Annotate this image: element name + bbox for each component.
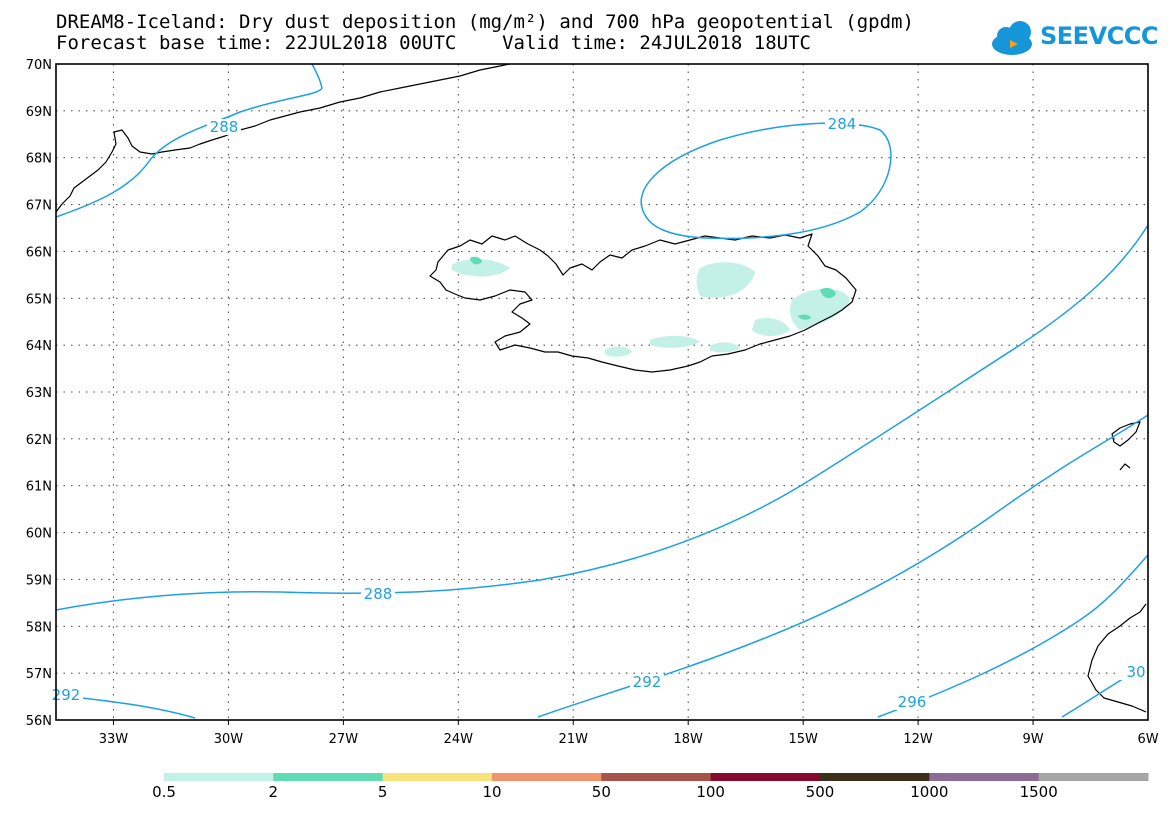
colorbar-label: 50 (591, 783, 611, 801)
lat-label: 59N (26, 573, 52, 588)
dust-deposition-shading (452, 256, 850, 357)
lat-label: 60N (26, 527, 52, 542)
contour-label: 284 (828, 115, 857, 133)
colorbar-swatch (164, 773, 274, 781)
iceland-coastline (429, 233, 857, 373)
cloud-icon (992, 21, 1032, 55)
logo-text: SEEVCCC (1040, 22, 1159, 50)
contour-label: 288 (210, 118, 239, 136)
contour-label: 288 (364, 585, 393, 603)
lon-label: 6W (1137, 732, 1158, 747)
colorbar-swatch (492, 773, 602, 781)
colorbar-label: 1000 (910, 783, 949, 801)
lat-label: 70N (26, 58, 52, 73)
contour-label: 296 (898, 693, 927, 711)
colorbar-label: 2 (268, 783, 279, 801)
colorbar-label: 0.5 (152, 783, 176, 801)
colorbar-label: 5 (377, 783, 388, 801)
colorbar-swatch (820, 773, 930, 781)
geopotential-contours (55, 63, 1149, 719)
lon-label: 12W (903, 732, 933, 747)
longitude-labels: 33W 30W 27W 24W 21W 18W 15W 12W 9W 6W (99, 720, 1159, 747)
coastlines (55, 63, 1147, 713)
lat-label: 63N (26, 386, 52, 401)
lat-label: 69N (26, 105, 52, 120)
faroe-coastline (1111, 421, 1141, 447)
colorbar (164, 773, 1149, 781)
latitude-labels: 70N 69N 68N 67N 66N 65N 64N 63N 62N 61N 60N 59N 58N 5… (26, 58, 52, 729)
seevccc-logo (992, 21, 1032, 55)
lat-label: 57N (26, 667, 52, 682)
lon-label: 18W (674, 732, 704, 747)
lat-label: 62N (26, 433, 52, 448)
colorbar-swatch (601, 773, 712, 781)
lon-label: 27W (329, 732, 359, 747)
lat-label: 67N (26, 199, 52, 214)
colorbar-swatch (1038, 773, 1149, 781)
lat-label: 58N (26, 620, 52, 635)
colorbar-swatch (710, 773, 821, 781)
map-frame (55, 63, 1149, 721)
contour-label: 30 (1126, 663, 1145, 681)
lon-label: 24W (444, 732, 474, 747)
contour-288-south (55, 224, 1149, 611)
lat-label: 66N (26, 245, 52, 260)
colorbar-label: 100 (696, 783, 725, 801)
lat-label: 68N (26, 152, 52, 167)
lon-label: 30W (214, 732, 244, 747)
lat-label: 64N (26, 339, 52, 354)
greenland-coastline (55, 63, 511, 213)
lon-label: 9W (1022, 732, 1043, 747)
lat-label: 61N (26, 480, 52, 495)
lat-label: 65N (26, 292, 52, 307)
contour-292-south (537, 414, 1149, 718)
colorbar-swatch (929, 773, 1040, 781)
scotland-coastline (1087, 603, 1147, 713)
colorbar-swatch (273, 773, 384, 781)
lon-label: 21W (559, 732, 589, 747)
contour-284 (640, 122, 892, 240)
map-title: DREAM8-Iceland: Dry dust deposition (mg/… (56, 11, 914, 33)
colorbar-label: 500 (805, 783, 835, 801)
colorbar-label: 10 (482, 783, 502, 801)
forecast-times: Forecast base time: 22JUL2018 00UTC Vali… (56, 32, 811, 54)
colorbar-swatch (382, 773, 493, 781)
contour-296 (877, 554, 1149, 718)
contour-label: 292 (52, 686, 81, 704)
contour-288-north (55, 63, 323, 218)
lon-label: 33W (99, 732, 129, 747)
lon-label: 15W (788, 732, 818, 747)
lat-label: 56N (26, 714, 52, 729)
colorbar-label: 1500 (1019, 783, 1058, 801)
contour-label: 292 (633, 673, 662, 691)
